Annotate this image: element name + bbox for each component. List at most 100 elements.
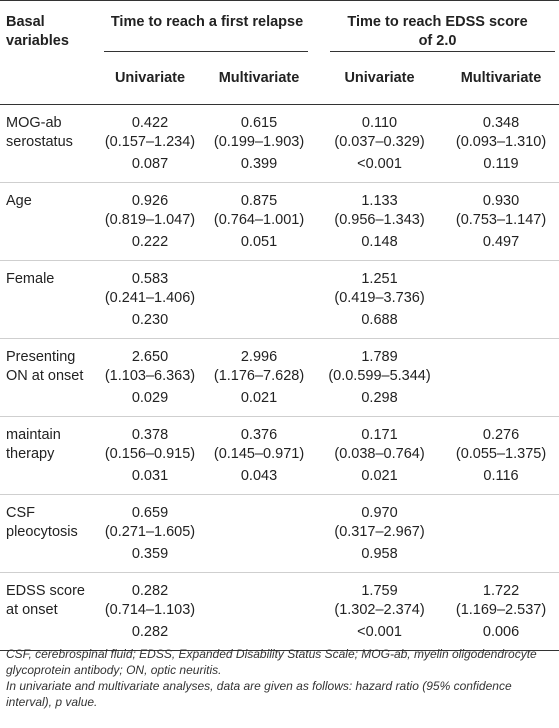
p-value-cell: 0.298: [316, 386, 444, 417]
p-value-cell: <0.001: [316, 152, 444, 183]
table-row: maintain therapy 0.378 (0.156–0.915) 0.376 (0…: [0, 417, 559, 465]
p-value-cell: 0.688: [316, 308, 444, 339]
hazard-ratio-value: 1.133: [361, 193, 398, 209]
table-row: MOG-ab serostatus 0.422 (0.157–1.234) 0.615 (…: [0, 105, 559, 153]
row-label: Female: [0, 261, 98, 309]
row-label: Presenting ON at onset: [0, 339, 98, 387]
table-row-pvalue: 0.359 0.958: [0, 542, 559, 573]
confidence-interval: (0.714–1.103): [104, 602, 196, 618]
hazard-ratio-value: 0.583: [131, 271, 169, 287]
row-label: MOG-ab serostatus: [0, 105, 98, 153]
hazard-ratio-cell: 0.376 (0.145–0.971): [202, 417, 316, 465]
row-label: Age: [0, 183, 98, 231]
p-value-cell: 0.116: [443, 464, 559, 495]
p-value-cell: [202, 308, 317, 339]
row-label-line: CSF: [6, 505, 35, 521]
hazard-ratio-cell: 2.650 (1.103–6.363): [98, 339, 202, 387]
hazard-ratio-value: 0.970: [361, 505, 398, 521]
header-row-groups: Basal variables Time to reach a first re…: [0, 0, 559, 52]
row-label-line: MOG-ab: [6, 115, 62, 131]
hazard-ratio-cell: [443, 495, 559, 543]
hazard-ratio-value: 1.251: [361, 271, 398, 287]
p-value-cell: 0.051: [202, 230, 317, 261]
p-value-cell: 0.148: [316, 230, 444, 261]
row-label-line: ON at onset: [6, 368, 84, 384]
table-row: Presenting ON at onset 2.650 (1.103–6.363) 2…: [0, 339, 559, 387]
p-value-cell: 0.119: [443, 152, 559, 183]
hazard-ratio-value: 1.722: [482, 583, 520, 599]
row-label-empty: [0, 620, 98, 651]
hazard-ratio-cell: 1.759 (1.302–2.374): [316, 573, 443, 621]
subheader-univariate: Univariate: [98, 52, 202, 105]
row-label-empty: [0, 464, 98, 495]
confidence-interval: (1.302–2.374): [334, 602, 425, 618]
table-row: Age 0.926 (0.819–1.047) 0.875 (0.764–1.001) 1…: [0, 183, 559, 231]
row-label-line: Presenting: [6, 349, 76, 365]
hazard-ratio-value: 0.926: [131, 193, 169, 209]
subheader-univariate: Univariate: [316, 52, 444, 105]
hazard-ratio-cell: 0.348 (0.093–1.310): [443, 105, 559, 153]
p-value-cell: 0.031: [98, 464, 202, 495]
confidence-interval: (0.317–2.967): [334, 524, 425, 540]
hazard-ratio-cell: 0.171 (0.038–0.764): [316, 417, 443, 465]
hazard-ratio-value: 0.348: [482, 115, 520, 131]
footnote-analysis: In univariate and multivariate analyses,…: [6, 679, 512, 709]
hazard-ratio-value: 0.930: [482, 193, 520, 209]
hazard-ratio-cell: [202, 261, 316, 309]
row-label-line: pleocytosis: [6, 524, 78, 540]
confidence-interval: (0.419–3.736): [334, 290, 425, 306]
confidence-interval: (0.241–1.406): [104, 290, 196, 306]
row-label-empty: [0, 230, 98, 261]
hazard-ratio-value: 0.276: [482, 427, 520, 443]
row-label: EDSS score at onset: [0, 573, 98, 621]
hazard-ratio-cell: 0.930 (0.753–1.147): [443, 183, 559, 231]
row-label-empty: [0, 308, 98, 339]
row-label-empty: [0, 152, 98, 183]
table-row: EDSS score at onset 0.282 (0.714–1.103) 1.75…: [0, 573, 559, 621]
p-value-cell: [443, 542, 559, 573]
p-value-cell: 0.399: [202, 152, 317, 183]
table-row-pvalue: 0.087 0.399 <0.001 0.119: [0, 152, 559, 183]
hazard-ratio-cell: 0.926 (0.819–1.047): [98, 183, 202, 231]
p-value-cell: 0.006: [443, 620, 559, 651]
hazard-ratio-cell: 0.583 (0.241–1.406): [98, 261, 202, 309]
p-value-cell: 0.282: [98, 620, 202, 651]
hazard-ratio-cell: 0.282 (0.714–1.103): [98, 573, 202, 621]
hazard-ratio-value: 0.422: [131, 115, 169, 131]
hazard-ratio-cell: [443, 339, 559, 387]
table-row: Female 0.583 (0.241–1.406) 1.251 (0.419–3.73…: [0, 261, 559, 309]
hazard-ratio-cell: 1.789 (0.0.599–5.344): [316, 339, 443, 387]
row-label-empty: [0, 542, 98, 573]
confidence-interval: (0.145–0.971): [213, 446, 305, 462]
confidence-interval: (0.093–1.310): [455, 134, 547, 150]
row-label-line: at onset: [6, 602, 58, 618]
hazard-ratio-value: 0.659: [131, 505, 169, 521]
confidence-interval: (0.055–1.375): [455, 446, 547, 462]
hazard-ratio-cell: 0.875 (0.764–1.001): [202, 183, 316, 231]
p-value-cell: [443, 308, 559, 339]
p-value-cell: <0.001: [316, 620, 444, 651]
confidence-interval: (0.199–1.903): [213, 134, 305, 150]
table-row: CSF pleocytosis 0.659 (0.271–1.605) 0.970 (0.…: [0, 495, 559, 543]
p-value-cell: [443, 386, 559, 417]
confidence-interval: (0.764–1.001): [213, 212, 305, 228]
p-value-cell: [202, 542, 317, 573]
confidence-interval: (0.819–1.047): [104, 212, 196, 228]
basal-variables-header: Basal variables: [0, 1, 98, 52]
row-label-line: EDSS score: [6, 583, 85, 599]
hazard-ratio-value: 2.996: [240, 349, 278, 365]
basal-header-line: Basal: [6, 14, 45, 30]
hazard-ratio-cell: 0.615 (0.199–1.903): [202, 105, 316, 153]
hazard-ratio-cell: 0.110 (0.037–0.329): [316, 105, 443, 153]
hazard-ratio-cell: 1.251 (0.419–3.736): [316, 261, 443, 309]
p-value-cell: 0.021: [316, 464, 444, 495]
edss-group-header: Time to reach EDSS score of 2.0: [316, 1, 559, 52]
confidence-interval: (0.753–1.147): [455, 212, 547, 228]
subheader-multivariate: Multivariate: [443, 52, 559, 105]
hazard-ratio-value: 0.615: [240, 115, 278, 131]
row-label-line: serostatus: [6, 134, 73, 150]
hazard-ratio-value: 0.110: [361, 115, 398, 131]
table-footnotes: CSF, cerebrospinal fluid; EDSS, Expanded…: [6, 646, 554, 710]
p-value-cell: 0.087: [98, 152, 202, 183]
confidence-interval: (0.038–0.764): [334, 446, 425, 462]
